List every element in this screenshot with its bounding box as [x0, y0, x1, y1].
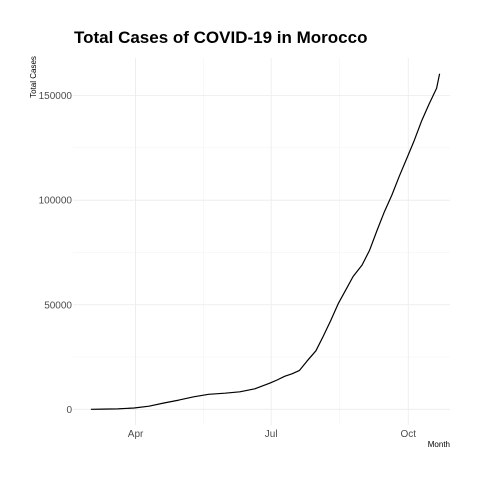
chart-title: Total Cases of COVID-19 in Morocco: [74, 28, 367, 47]
y-tick-label: 50000: [44, 300, 72, 311]
y-axis-label: Total Cases: [29, 56, 38, 98]
y-axis-tick-labels: 0 50000 100000 150000: [39, 91, 73, 416]
y-tick-label: 100000: [39, 196, 73, 207]
total-cases-line: [90, 73, 441, 410]
x-tick-label: Oct: [400, 429, 416, 440]
x-axis-label: Month: [428, 440, 450, 449]
x-tick-label: Jul: [265, 429, 278, 440]
x-tick-label: Apr: [128, 429, 144, 440]
y-tick-label: 150000: [39, 91, 73, 102]
y-tick-label: 0: [66, 405, 72, 416]
x-axis-tick-labels: Apr Jul Oct: [128, 429, 416, 440]
major-gridlines: [73, 58, 450, 425]
